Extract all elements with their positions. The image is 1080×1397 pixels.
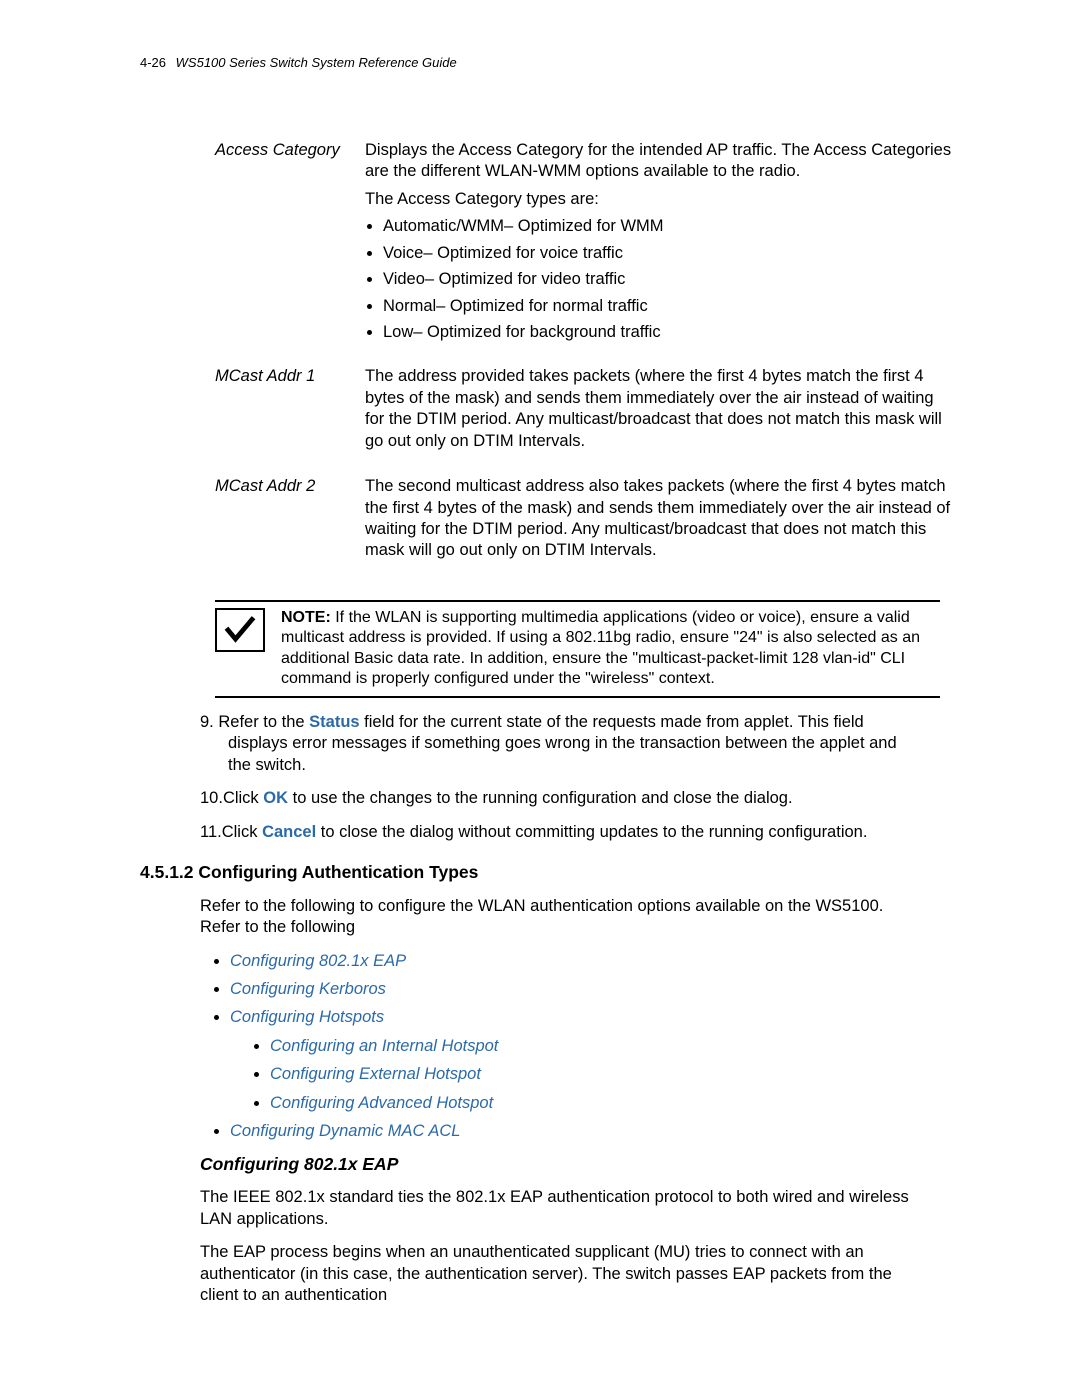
- step-10-pre: Click: [223, 789, 263, 807]
- link-hotspots[interactable]: Configuring Hotspots: [230, 1008, 384, 1026]
- status-keyword: Status: [309, 713, 359, 731]
- step-11-num: 11.: [200, 823, 222, 841]
- doc-title: WS5100 Series Switch System Reference Gu…: [176, 55, 457, 70]
- step-10: 10.Click OK to use the changes to the ru…: [200, 788, 940, 809]
- definition-table: Access Category Displays the Access Cate…: [215, 140, 1015, 586]
- link-external-hotspot[interactable]: Configuring External Hotspot: [270, 1065, 481, 1083]
- ac-item-1: Voice– Optimized for voice traffic: [383, 243, 955, 264]
- step-11: 11.Click Cancel to close the dialog with…: [200, 822, 940, 843]
- link-internal-hotspot[interactable]: Configuring an Internal Hotspot: [270, 1037, 498, 1055]
- page-header: 4-26 WS5100 Series Switch System Referen…: [140, 55, 940, 72]
- term-mcast2: MCast Addr 2: [215, 476, 365, 586]
- step-9-pre: Refer to the: [214, 713, 309, 731]
- term-access-category: Access Category: [215, 140, 365, 367]
- page-number: 4-26: [140, 55, 166, 70]
- ok-keyword: OK: [263, 789, 288, 807]
- step-11-pre: Click: [222, 823, 262, 841]
- link-list: Configuring 802.1x EAP Configuring Kerbo…: [230, 951, 940, 1143]
- step-10-num: 10.: [200, 789, 223, 807]
- link-eap[interactable]: Configuring 802.1x EAP: [230, 952, 406, 970]
- link-kerboros[interactable]: Configuring Kerboros: [230, 980, 386, 998]
- link-advanced-hotspot[interactable]: Configuring Advanced Hotspot: [270, 1094, 493, 1112]
- checkmark-icon: [215, 608, 265, 652]
- ac-item-4: Low– Optimized for background traffic: [383, 322, 955, 343]
- mcast2-text: The second multicast address also takes …: [365, 476, 955, 562]
- ac-item-0: Automatic/WMM– Optimized for WMM: [383, 216, 955, 237]
- cancel-keyword: Cancel: [262, 823, 316, 841]
- subsection-p2: The EAP process begins when an unauthent…: [200, 1242, 940, 1306]
- mcast1-text: The address provided takes packets (wher…: [365, 366, 955, 452]
- subsection-heading: Configuring 802.1x EAP: [200, 1153, 940, 1176]
- link-dynamic-mac-acl[interactable]: Configuring Dynamic MAC ACL: [230, 1122, 460, 1140]
- step-9-num: 9.: [200, 713, 214, 731]
- term-mcast1: MCast Addr 1: [215, 366, 365, 476]
- note-text: NOTE: If the WLAN is supporting multimed…: [281, 608, 940, 690]
- desc-access-category: Displays the Access Category for the int…: [365, 140, 1015, 367]
- desc-mcast2: The second multicast address also takes …: [365, 476, 1015, 586]
- step-10-post: to use the changes to the running config…: [288, 789, 793, 807]
- note-body: If the WLAN is supporting multimedia app…: [281, 609, 920, 687]
- ac-item-2: Video– Optimized for video traffic: [383, 269, 955, 290]
- ac-desc-2: The Access Category types are:: [365, 189, 955, 210]
- ac-desc-1: Displays the Access Category for the int…: [365, 140, 955, 183]
- note-label: NOTE:: [281, 609, 331, 626]
- section-intro: Refer to the following to configure the …: [200, 896, 940, 939]
- note-box: NOTE: If the WLAN is supporting multimed…: [215, 600, 940, 698]
- subsection-p1: The IEEE 802.1x standard ties the 802.1x…: [200, 1187, 940, 1230]
- step-9: 9. Refer to the Status field for the cur…: [200, 712, 940, 776]
- ac-item-3: Normal– Optimized for normal traffic: [383, 296, 955, 317]
- desc-mcast1: The address provided takes packets (wher…: [365, 366, 1015, 476]
- step-11-post: to close the dialog without committing u…: [316, 823, 867, 841]
- section-heading: 4.5.1.2 Configuring Authentication Types: [140, 861, 940, 884]
